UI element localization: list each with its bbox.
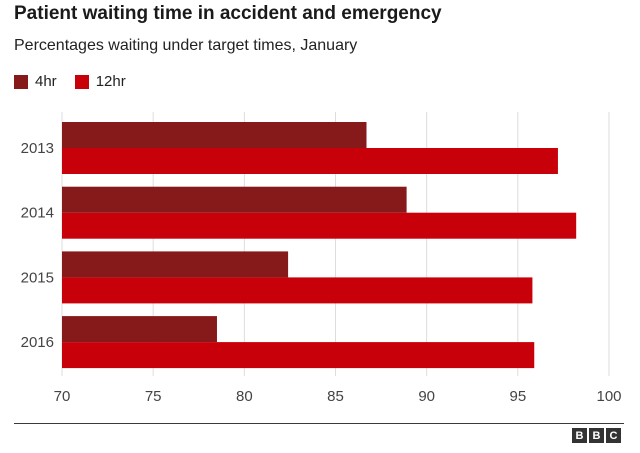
x-tick-label: 100	[596, 388, 621, 405]
bar-12hr-2015	[62, 277, 533, 304]
bar-chart: 2013 2014 2015 2016 70 75 80 85 90 95 100	[21, 112, 622, 405]
x-tick-label: 80	[236, 388, 253, 405]
x-tick-label: 85	[327, 388, 344, 405]
bar-12hr-2014	[62, 212, 577, 239]
legend-item-4hr: 4hr	[14, 73, 57, 90]
logo-letter: C	[606, 428, 621, 443]
legend-swatch-12hr	[74, 74, 89, 89]
y-tick-label: 2016	[21, 334, 54, 351]
legend-label-4hr: 4hr	[35, 73, 57, 90]
x-tick-label: 75	[145, 388, 162, 405]
x-tick-label: 95	[509, 388, 526, 405]
bar-12hr-2013	[62, 148, 558, 174]
bar-4hr-2014	[62, 186, 407, 213]
legend-item-12hr: 12hr	[74, 73, 126, 90]
legend-swatch-4hr	[14, 74, 28, 89]
y-tick-label: 2015	[21, 269, 54, 286]
y-tick-label: 2014	[21, 205, 54, 222]
y-tick-label: 2013	[21, 140, 54, 157]
legend: 4hr 12hr	[14, 73, 144, 90]
chart-title: Patient waiting time in accident and eme…	[14, 3, 442, 24]
bar-4hr-2015	[62, 251, 289, 278]
legend-label-12hr: 12hr	[95, 73, 126, 90]
bbc-logo: B B C	[570, 428, 621, 443]
bar-4hr-2016	[62, 316, 217, 343]
logo-letter: B	[589, 428, 604, 443]
chart-subtitle: Percentages waiting under target times, …	[14, 37, 358, 54]
bar-4hr-2013	[62, 122, 367, 148]
footer-divider	[14, 423, 624, 424]
x-tick-label: 70	[54, 388, 71, 405]
x-tick-label: 90	[418, 388, 435, 405]
bar-12hr-2016	[62, 342, 535, 369]
logo-letter: B	[572, 428, 587, 443]
